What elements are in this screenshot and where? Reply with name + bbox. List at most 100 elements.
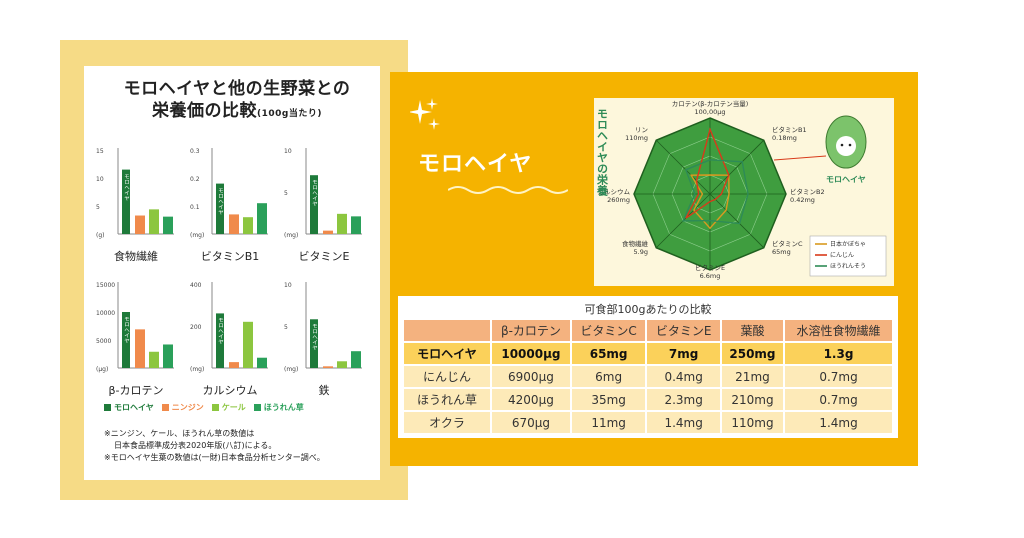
radar-chart-panel: カロテン(β-カロテン当量) 100,00μg ビタミンB1 0.18mg ビタミンB2… [594, 98, 894, 286]
legend-label: ほうれん草 [263, 403, 304, 412]
bar-chart: 10 5 (mg) モロヘイヤ [284, 282, 362, 373]
chart-title: β-カロテン [108, 384, 164, 397]
left-title-line2: 栄養価の比較 [152, 101, 258, 121]
bar [351, 351, 361, 368]
chart-title: 食物繊維 [114, 250, 158, 263]
radar-legend-label: にんじん [830, 252, 854, 259]
table-cell: 110mg [719, 410, 786, 435]
radar-axis-value: 5.9g [634, 248, 648, 256]
tick-label: 10 [284, 148, 292, 155]
bar-tag: モロヘイヤ [123, 173, 130, 201]
tick-label: 0.2 [190, 176, 200, 183]
radar-axis-value: 110mg [625, 134, 648, 142]
radar-axis-value: 0.42mg [790, 196, 815, 204]
bar [351, 216, 361, 234]
left-title-line1: モロヘイヤと他の生野菜との [123, 79, 351, 99]
tick-label: 5000 [96, 338, 111, 345]
bar-chart: 400 200 (mg) モロヘイヤ [190, 282, 268, 373]
radar-axis-label: ビタミンE [695, 263, 725, 272]
bar-chart: 0.3 0.2 0.1 (mg) モロヘイヤ [190, 148, 268, 239]
bar [163, 216, 173, 234]
radar-series [689, 174, 730, 230]
radar-axis-value: 100,00μg [694, 108, 725, 116]
mini-chart-vitamin-e: 10 5 (mg) モロヘイヤ ビタミンE [284, 142, 364, 263]
legend-swatch [253, 404, 261, 411]
legend-label: ケール [221, 403, 246, 412]
tick-label: 10 [96, 176, 104, 183]
bar [216, 313, 224, 368]
radar-axis-value: 6.6mg [700, 272, 721, 280]
bar [229, 362, 239, 368]
table-row: オクラ 670μg 11mg 1.4mg 110mg 1.4mg [402, 410, 894, 435]
bar [122, 169, 130, 234]
table-header-row: β-カロテン ビタミンC ビタミンE 葉酸 水溶性食物繊維 [402, 318, 894, 343]
legend: モロヘイヤ ニンジン ケール ほうれん草 [104, 402, 304, 413]
tick-label: 200 [190, 324, 202, 331]
table-cell: 0.4mg [645, 364, 722, 389]
radar-axis-label: カロテン(β-カロテン当量) [672, 99, 749, 108]
bar-tag: モロヘイヤ [123, 316, 130, 344]
radar-spoke [709, 139, 765, 195]
bar-tag: モロヘイヤ [311, 323, 318, 351]
table-cell: 21mg [719, 364, 786, 389]
mascot-pointer [773, 155, 827, 161]
unit-label: (mg) [190, 232, 204, 239]
bar [337, 213, 347, 234]
mascot-face [836, 136, 856, 156]
legend-swatch [161, 404, 169, 411]
bar [323, 230, 333, 234]
bar [229, 214, 239, 234]
legend-item: ニンジン [161, 402, 204, 413]
chart-title: 鉄 [318, 384, 330, 397]
table-header: 水溶性食物繊維 [783, 318, 894, 343]
mini-chart-carotene: 15000 10000 5000 (μg) モロヘイヤ β-カロテン [96, 276, 176, 397]
radar-axis-label: カルシウム [598, 188, 631, 196]
left-title-sub: (100g当たり) [257, 109, 322, 119]
bar [135, 215, 145, 234]
mascot-eye [848, 143, 852, 147]
radar-spoke [709, 193, 765, 249]
radar-legend [809, 235, 887, 277]
bar [257, 203, 267, 234]
chart-title: ビタミンB1 [200, 250, 260, 263]
radar-side-title: モロヘイヤの栄養 [596, 108, 610, 197]
tick-label: 400 [190, 282, 202, 289]
legend-swatch [104, 404, 111, 411]
bar [243, 217, 253, 234]
chart-title: カルシウム [202, 384, 258, 397]
unit-label: (mg) [190, 366, 204, 373]
table-cell: 670μg [490, 410, 572, 435]
table-cell: 0.7mg [783, 387, 894, 412]
legend-item: ケール [211, 402, 246, 413]
bar [310, 319, 318, 368]
table-cell: 2.3mg [645, 387, 722, 412]
sparkle-icon [410, 98, 440, 130]
bar [310, 175, 318, 234]
bar-chart: 15 10 5 (g) モロヘイヤ [96, 148, 174, 239]
bar [163, 344, 173, 368]
table-cell: 10000μg [490, 341, 572, 366]
radar-axis-label: ビタミンB2 [790, 187, 825, 196]
table-cell: 250mg [719, 341, 786, 366]
tick-label: 5 [284, 324, 288, 331]
tick-label: 0.1 [190, 204, 200, 211]
tick-label: 15000 [96, 282, 115, 289]
table-cell: にんじん [402, 364, 492, 389]
comparison-table-panel: 可食部100gあたりの比較 β-カロテン ビタミンC ビタミンE 葉酸 水溶性食… [398, 296, 898, 438]
wave-decoration [448, 186, 568, 194]
table-cell: 210mg [719, 387, 786, 412]
table-cell: 0.7mg [783, 364, 894, 389]
table-cell: 1.4mg [645, 410, 722, 435]
radar-axis-value: 65mg [772, 248, 791, 256]
table-header [402, 318, 492, 343]
tick-label: 15 [96, 148, 104, 155]
bar-chart: 15000 10000 5000 (μg) モロヘイヤ [96, 282, 174, 373]
legend-item: ほうれん草 [253, 402, 304, 413]
table-cell: 1.3g [783, 341, 894, 366]
left-title: モロヘイヤと他の生野菜との 栄養価の比較(100g当たり) [102, 78, 372, 125]
table-cell: 1.4mg [783, 410, 894, 435]
table-header: β-カロテン [490, 318, 572, 343]
mini-chart-vitamin-b1: 0.3 0.2 0.1 (mg) モロヘイヤ ビタミンB1 [190, 142, 270, 263]
notes: ※ニンジン、ケール、ほうれん草の数値は 日本食品標準成分表2020年版(八訂)に… [104, 428, 374, 464]
